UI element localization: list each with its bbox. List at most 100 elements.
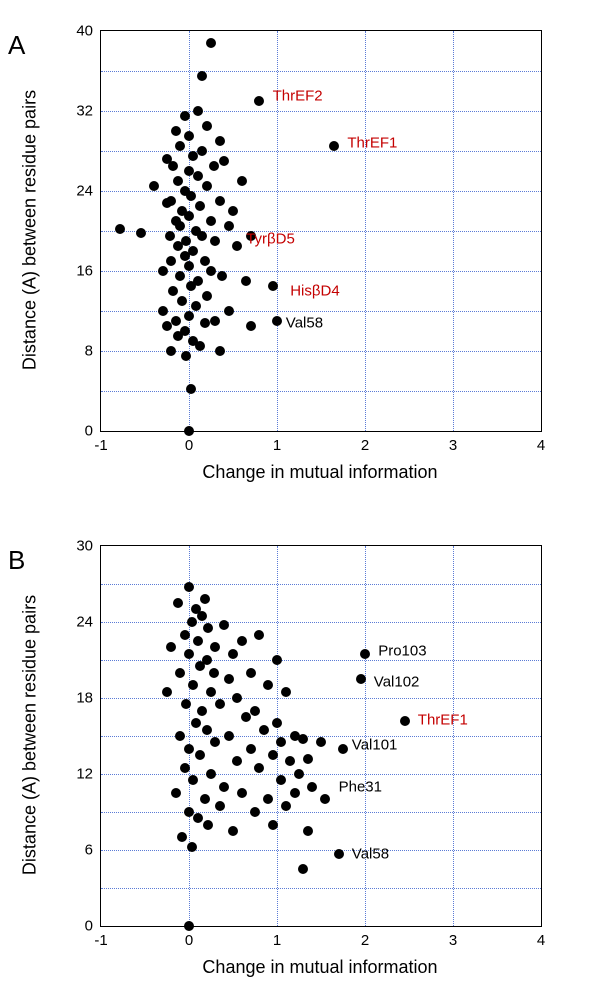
data-point xyxy=(186,384,196,394)
panel-b-plot: -1012340612182430Pro103Val102ThrEF1Val10… xyxy=(100,545,542,927)
data-point xyxy=(210,236,220,246)
ytick-label: 8 xyxy=(85,343,93,360)
data-point xyxy=(232,241,242,251)
data-point xyxy=(215,699,225,709)
data-point xyxy=(197,71,207,81)
xtick-label: -1 xyxy=(94,437,107,454)
data-point xyxy=(276,737,286,747)
data-point xyxy=(180,630,190,640)
data-point xyxy=(272,718,282,728)
data-point xyxy=(320,794,330,804)
annotation-label: Pro103 xyxy=(378,643,426,660)
data-point xyxy=(241,712,251,722)
annotation-label: Phe31 xyxy=(339,778,382,795)
ytick-label: 24 xyxy=(76,614,93,631)
data-point xyxy=(166,346,176,356)
data-point xyxy=(263,794,273,804)
annotation-label: Val102 xyxy=(374,673,420,690)
gridline xyxy=(101,888,541,889)
data-point xyxy=(329,141,339,151)
data-point xyxy=(224,674,234,684)
gridline xyxy=(101,111,541,112)
data-point xyxy=(200,594,210,604)
data-point xyxy=(272,316,282,326)
data-point xyxy=(298,864,308,874)
data-point xyxy=(272,655,282,665)
annotation-label: TyrβD5 xyxy=(246,231,295,248)
gridline xyxy=(453,31,454,431)
data-point xyxy=(224,306,234,316)
data-point xyxy=(268,281,278,291)
panel-a-plot: -1012340816243240ThrEF2ThrEF1TyrβD5HisβD… xyxy=(100,30,542,432)
data-point xyxy=(184,311,194,321)
data-point xyxy=(203,623,213,633)
data-point xyxy=(180,763,190,773)
data-point xyxy=(338,744,348,754)
data-point xyxy=(177,296,187,306)
data-point xyxy=(219,620,229,630)
xtick-label: -1 xyxy=(94,932,107,949)
data-point xyxy=(209,668,219,678)
data-point xyxy=(184,921,194,931)
data-point xyxy=(268,820,278,830)
data-point xyxy=(200,794,210,804)
data-point xyxy=(228,826,238,836)
data-point xyxy=(168,286,178,296)
data-point xyxy=(210,737,220,747)
data-point xyxy=(202,291,212,301)
data-point xyxy=(166,642,176,652)
data-point xyxy=(184,744,194,754)
data-point xyxy=(171,788,181,798)
gridline xyxy=(453,546,454,926)
data-point xyxy=(173,176,183,186)
data-point xyxy=(173,598,183,608)
data-point xyxy=(193,813,203,823)
ytick-label: 30 xyxy=(76,538,93,555)
data-point xyxy=(206,38,216,48)
data-point xyxy=(200,318,210,328)
gridline xyxy=(101,812,541,813)
xtick-label: 2 xyxy=(361,437,369,454)
data-point xyxy=(180,111,190,121)
data-point xyxy=(166,196,176,206)
data-point xyxy=(197,146,207,156)
gridline xyxy=(189,31,190,431)
panel-a-label: A xyxy=(8,30,25,61)
data-point xyxy=(276,775,286,785)
data-point xyxy=(115,224,125,234)
data-point xyxy=(294,769,304,779)
data-point xyxy=(254,630,264,640)
data-point xyxy=(228,649,238,659)
data-point xyxy=(215,346,225,356)
ytick-label: 40 xyxy=(76,23,93,40)
data-point xyxy=(303,754,313,764)
annotation-label: Val58 xyxy=(286,315,323,332)
data-point xyxy=(254,763,264,773)
data-point xyxy=(177,832,187,842)
data-point xyxy=(171,126,181,136)
data-point xyxy=(197,611,207,621)
data-point xyxy=(232,756,242,766)
data-point xyxy=(307,782,317,792)
data-point xyxy=(202,725,212,735)
xtick-label: 3 xyxy=(449,437,457,454)
data-point xyxy=(187,842,197,852)
data-point xyxy=(209,161,219,171)
xtick-label: 1 xyxy=(273,932,281,949)
data-point xyxy=(175,271,185,281)
ytick-label: 12 xyxy=(76,766,93,783)
data-point xyxy=(191,301,201,311)
annotation-label: Val101 xyxy=(352,736,398,753)
ytick-label: 16 xyxy=(76,263,93,280)
data-point xyxy=(188,246,198,256)
figure-root: A -1012340816243240ThrEF2ThrEF1TyrβD5His… xyxy=(0,0,600,1000)
data-point xyxy=(166,256,176,266)
data-point xyxy=(334,849,344,859)
data-point xyxy=(237,176,247,186)
data-point xyxy=(202,181,212,191)
data-point xyxy=(215,196,225,206)
data-point xyxy=(195,341,205,351)
data-point xyxy=(186,191,196,201)
gridline xyxy=(101,774,541,775)
data-point xyxy=(303,826,313,836)
